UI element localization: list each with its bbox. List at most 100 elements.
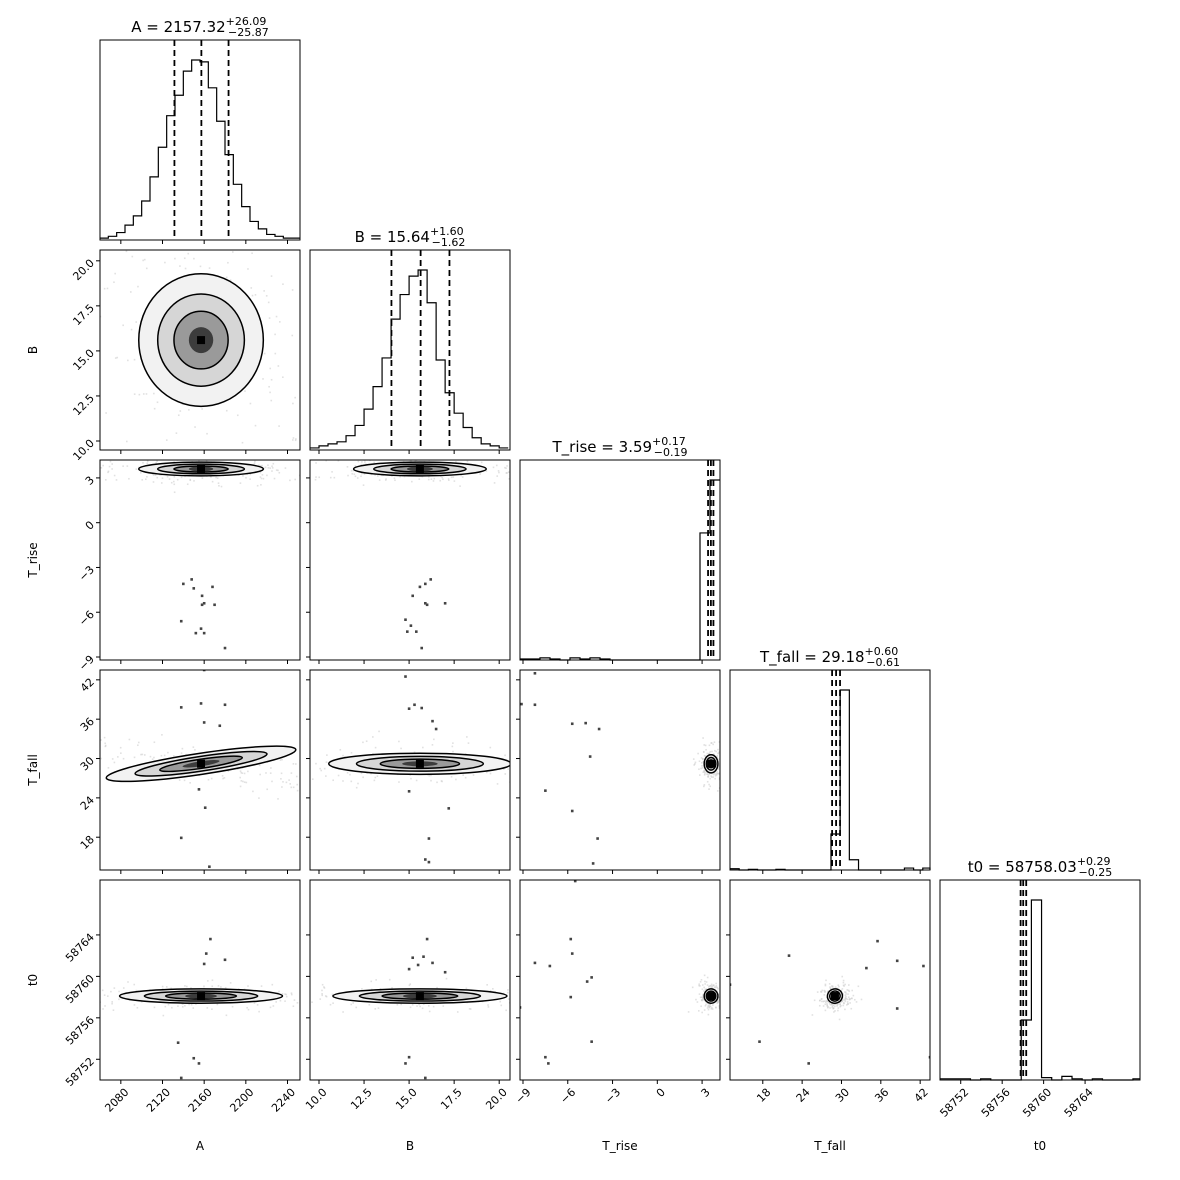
sample-point xyxy=(303,458,305,460)
sample-point xyxy=(533,990,535,992)
sample-point xyxy=(451,745,454,748)
sample-point xyxy=(852,994,855,997)
sample-point xyxy=(249,473,252,476)
sample-point xyxy=(184,1005,186,1007)
sample-point xyxy=(709,1005,712,1008)
outlier-point xyxy=(520,1006,522,1009)
sample-point xyxy=(699,980,702,983)
sample-point xyxy=(184,985,186,987)
sample-point xyxy=(497,470,500,472)
sample-point xyxy=(715,774,718,776)
hist-title-T_fall: T_fall = 29.18+0.60 −0.61 xyxy=(759,645,900,669)
sample-point xyxy=(710,983,713,986)
outlier-point xyxy=(202,721,206,724)
sample-point xyxy=(273,222,275,224)
sample-point xyxy=(477,456,479,458)
sample-point xyxy=(427,799,429,801)
sample-point xyxy=(320,769,323,772)
sample-point xyxy=(344,756,346,758)
sample-point xyxy=(712,773,715,776)
sample-point xyxy=(698,984,700,987)
sample-point xyxy=(18,995,20,997)
sample-point xyxy=(702,760,705,763)
sample-point xyxy=(700,762,703,764)
hist-frame-T_fall xyxy=(729,669,931,871)
sample-point xyxy=(113,761,116,764)
sample-point xyxy=(428,774,431,777)
sample-point xyxy=(527,1003,529,1005)
sample-point xyxy=(122,987,125,989)
sample-point xyxy=(100,757,102,760)
sample-point xyxy=(704,744,707,747)
sample-point xyxy=(716,1000,718,1003)
sample-point xyxy=(528,999,530,1001)
sample-point xyxy=(268,385,270,388)
sample-point xyxy=(834,1010,836,1012)
sample-point xyxy=(448,457,450,459)
sample-point xyxy=(331,790,333,792)
sample-point xyxy=(131,255,134,258)
sample-point xyxy=(282,989,284,991)
sample-point xyxy=(811,1014,814,1016)
sample-point xyxy=(544,754,546,756)
sample-point xyxy=(280,772,283,775)
sample-point xyxy=(94,330,96,332)
sample-point xyxy=(701,767,704,769)
hist-panel-A: A = 2157.32+26.09 −25.87 xyxy=(99,15,301,244)
sample-point xyxy=(855,1001,858,1003)
sample-point xyxy=(534,763,536,765)
hist-title-t0: t0 = 58758.03+0.29 −0.25 xyxy=(968,855,1113,879)
sample-point xyxy=(486,984,488,986)
sample-point xyxy=(282,283,284,285)
x-axis-label-t0: t0 xyxy=(1034,1139,1046,1153)
sample-point xyxy=(258,458,260,460)
sample-point xyxy=(721,998,723,1000)
sample-point xyxy=(100,315,102,318)
sample-point xyxy=(528,475,530,477)
sample-point xyxy=(722,757,724,759)
y-tick-label-T_rise: −6 xyxy=(76,608,97,629)
sample-point xyxy=(306,760,308,762)
sample-point xyxy=(289,783,292,785)
sample-point xyxy=(441,476,443,479)
outlier-point xyxy=(443,970,447,974)
sample-point xyxy=(3,989,5,991)
outlier-point xyxy=(415,630,418,633)
sample-point xyxy=(77,335,79,337)
sample-point xyxy=(146,462,149,465)
sample-point xyxy=(120,752,122,754)
sample-point xyxy=(305,471,307,473)
outlier-point xyxy=(547,1062,550,1065)
sample-point xyxy=(846,1004,848,1006)
sample-point xyxy=(826,1003,828,1005)
sample-point xyxy=(716,770,718,773)
sample-point xyxy=(725,751,727,753)
sample-point xyxy=(521,987,523,989)
sample-point xyxy=(410,460,413,463)
sample-point xyxy=(372,736,374,738)
sample-point xyxy=(326,458,328,460)
sample-point xyxy=(704,983,706,985)
sample-point xyxy=(851,997,853,1000)
sample-point xyxy=(253,1002,256,1004)
sample-point xyxy=(846,989,849,991)
sample-point xyxy=(385,784,387,786)
sample-point xyxy=(467,742,470,744)
sample-point xyxy=(559,781,561,783)
sample-point xyxy=(847,989,850,992)
sample-point xyxy=(152,248,154,250)
sample-point xyxy=(528,996,530,998)
sample-point xyxy=(1,749,3,751)
sample-point xyxy=(298,474,300,477)
sample-point xyxy=(203,454,205,456)
sample-point xyxy=(506,991,509,994)
sample-point xyxy=(227,261,229,264)
sample-point xyxy=(264,466,267,469)
sample-point xyxy=(357,1002,359,1004)
sample-point xyxy=(847,1002,849,1005)
y-axis-label-T_rise: T_rise xyxy=(26,542,40,578)
sample-point xyxy=(122,324,124,327)
outlier-point xyxy=(223,646,227,650)
sample-point xyxy=(382,441,384,443)
